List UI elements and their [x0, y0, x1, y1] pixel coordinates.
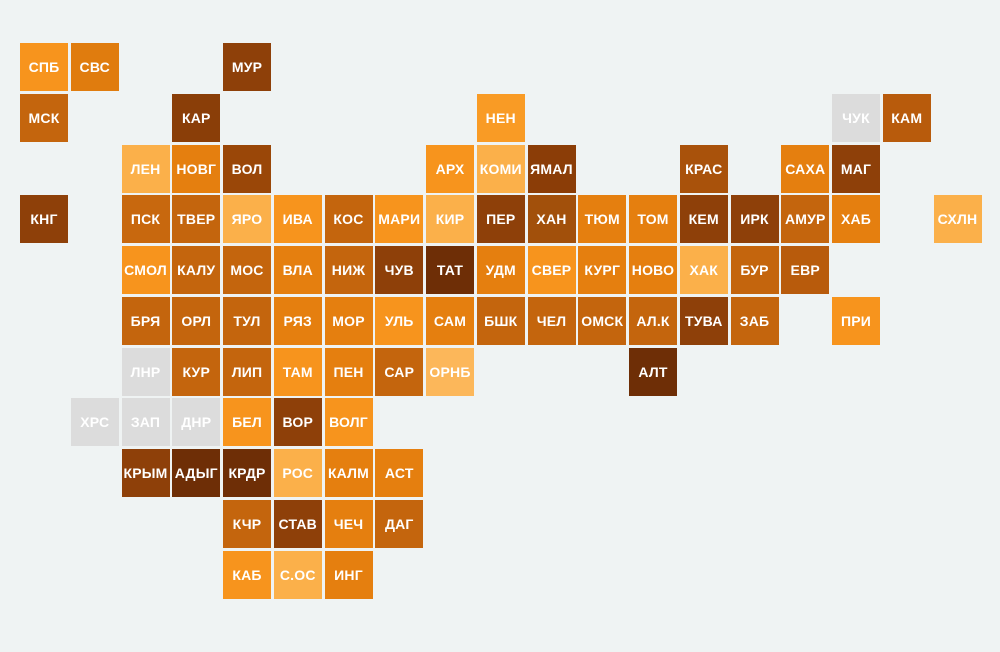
region-tile: АМУР	[781, 195, 830, 244]
region-tile: СВС	[70, 43, 119, 91]
region-tile: НОВГ	[172, 144, 221, 193]
region-tile: МСК	[20, 93, 68, 142]
region-tile: ЯРО	[223, 195, 271, 244]
region-tile: ВОР	[273, 398, 322, 447]
region-tile: ТУВА	[679, 296, 728, 345]
region-tile: СМОЛ	[121, 246, 170, 294]
region-tile: АСТ	[375, 449, 424, 497]
region-tile: ЧУВ	[375, 246, 424, 294]
region-tile: ЛНР	[121, 347, 170, 396]
region-tile: РОС	[273, 449, 322, 497]
region-tile: БЕЛ	[223, 398, 271, 447]
region-tile: КУРГ	[578, 246, 627, 294]
region-tile: БРЯ	[121, 296, 170, 345]
region-tile: СТАВ	[273, 499, 322, 548]
region-tile: КРЫМ	[121, 449, 170, 497]
region-tile: ВОЛГ	[324, 398, 373, 447]
region-tile: КОМИ	[476, 144, 525, 193]
region-tile: МОС	[223, 246, 271, 294]
region-tile: С.ОС	[273, 550, 322, 599]
region-tile: ТУЛ	[223, 296, 271, 345]
region-tile: ЧЕЛ	[527, 296, 576, 345]
region-tile: КРДР	[223, 449, 271, 497]
region-tile: ЕВР	[781, 246, 830, 294]
region-tile: КЧР	[223, 499, 271, 548]
region-tile: СВЕР	[527, 246, 576, 294]
region-tile: КАБ	[223, 550, 271, 599]
region-tile: ХАК	[679, 246, 728, 294]
region-tile: МОР	[324, 296, 373, 345]
region-tile: ОРЛ	[172, 296, 221, 345]
region-tile: КНГ	[20, 195, 68, 244]
region-tile: ПРИ	[832, 296, 880, 345]
region-tile: ТВЕР	[172, 195, 221, 244]
region-tile: УЛЬ	[375, 296, 424, 345]
region-tile: КЕМ	[679, 195, 728, 244]
region-tile: БУР	[730, 246, 779, 294]
region-tile: ТАТ	[426, 246, 474, 294]
region-tile: КИР	[426, 195, 474, 244]
region-tile: АЛ.К	[629, 296, 677, 345]
region-tile: КУР	[172, 347, 221, 396]
region-tile: ПЕР	[476, 195, 525, 244]
region-tile: АРХ	[426, 144, 474, 193]
region-tile: ЯМАЛ	[527, 144, 576, 193]
region-tile: КАМ	[882, 93, 931, 142]
region-tile: ИВА	[273, 195, 322, 244]
region-tile: ПЕН	[324, 347, 373, 396]
region-tile: ЗАБ	[730, 296, 779, 345]
region-tile: ВЛА	[273, 246, 322, 294]
region-tile: АЛТ	[629, 347, 677, 396]
region-tile: МАРИ	[375, 195, 424, 244]
region-tile: ОРНБ	[426, 347, 474, 396]
region-tile: ТАМ	[273, 347, 322, 396]
region-tile: ДАГ	[375, 499, 424, 548]
region-tile: ЛЕН	[121, 144, 170, 193]
region-tile: УДМ	[476, 246, 525, 294]
region-tile: ЧУК	[832, 93, 880, 142]
region-tile: САМ	[426, 296, 474, 345]
region-tile: КАР	[172, 93, 221, 142]
region-tile: ТЮМ	[578, 195, 627, 244]
region-tile: ЗАП	[121, 398, 170, 447]
region-tile: ВОЛ	[223, 144, 271, 193]
region-tile: ЛИП	[223, 347, 271, 396]
region-tile: САХА	[781, 144, 830, 193]
region-tile: ТОМ	[629, 195, 677, 244]
region-tile: СПБ	[20, 43, 68, 91]
region-tile: ДНР	[172, 398, 221, 447]
region-tile: СХЛН	[933, 195, 982, 244]
region-tile: НОВО	[629, 246, 677, 294]
region-tile: БШК	[476, 296, 525, 345]
region-tile: НИЖ	[324, 246, 373, 294]
region-tile: РЯЗ	[273, 296, 322, 345]
region-tile: КРАС	[679, 144, 728, 193]
region-tile: ХАБ	[832, 195, 880, 244]
region-tile: КАЛУ	[172, 246, 221, 294]
region-tile: ОМСК	[578, 296, 627, 345]
region-tile: ИРК	[730, 195, 779, 244]
region-tile: ПСК	[121, 195, 170, 244]
region-tile: АДЫГ	[172, 449, 221, 497]
region-tile: КОС	[324, 195, 373, 244]
region-tile: МУР	[223, 43, 271, 91]
region-tile: ХРС	[70, 398, 119, 447]
region-tile: ИНГ	[324, 550, 373, 599]
region-tile: НЕН	[476, 93, 525, 142]
region-tile: САР	[375, 347, 424, 396]
region-tile: ХАН	[527, 195, 576, 244]
region-tile: МАГ	[832, 144, 880, 193]
region-tile: КАЛМ	[324, 449, 373, 497]
region-tile: ЧЕЧ	[324, 499, 373, 548]
